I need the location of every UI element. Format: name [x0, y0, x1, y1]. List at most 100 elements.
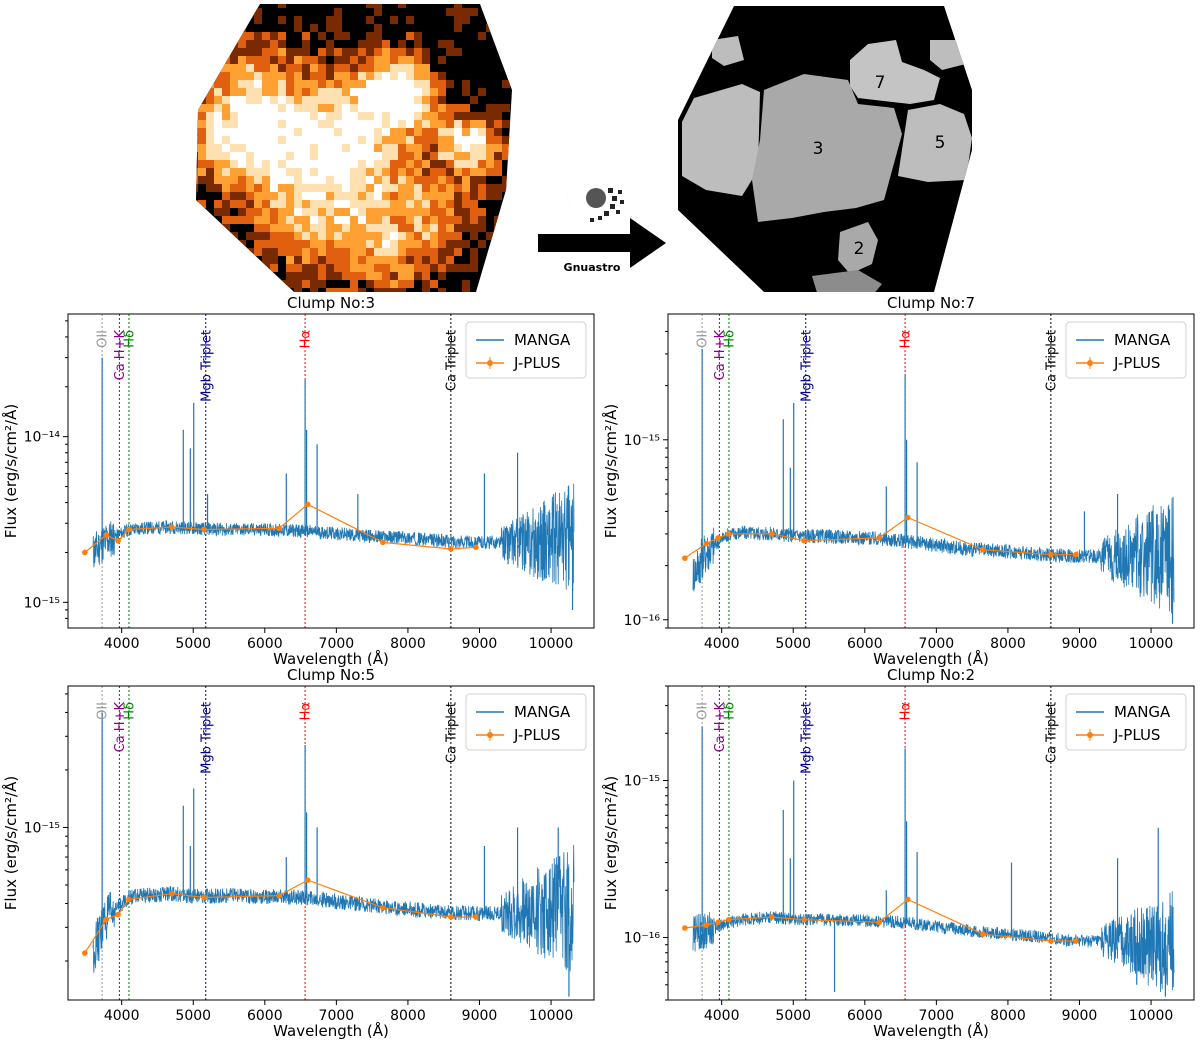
- jplus-point: [115, 911, 121, 918]
- axes-frame: [67, 685, 595, 1001]
- x-tick-label: 4000: [704, 1008, 740, 1024]
- ref-line-label: Mgb Triplet: [799, 330, 814, 402]
- legend-label-manga: MANGA: [1114, 703, 1171, 721]
- x-tick-label: 4000: [104, 636, 140, 652]
- x-tick-label: 8000: [390, 636, 426, 652]
- legend: MANGA J-PLUS: [465, 693, 587, 751]
- jplus-point: [168, 890, 175, 897]
- jplus-point: [103, 532, 110, 538]
- x-axis-label: Wavelength (Å): [873, 1021, 989, 1040]
- x-tick-label: 10000: [529, 636, 574, 652]
- y-tick-label: 10⁻¹⁶: [624, 613, 661, 629]
- jplus-point: [768, 914, 775, 920]
- jplus-point: [304, 501, 311, 508]
- ref-line-label: Hδ: [122, 702, 137, 720]
- jplus-point: [115, 538, 121, 544]
- x-tick-label: 7000: [319, 636, 355, 652]
- jplus-point: [1048, 551, 1054, 558]
- ref-line-label: Mgb Triplet: [799, 702, 814, 774]
- legend-label-jplus: J-PLUS: [513, 726, 560, 744]
- manga-spectrum: [92, 844, 575, 973]
- arrow-shape: [538, 218, 666, 268]
- ref-line-label: Hα: [899, 702, 914, 720]
- region-label-7: 7: [875, 73, 886, 93]
- jplus-point: [801, 537, 807, 544]
- legend: MANGA J-PLUS: [1065, 321, 1187, 379]
- jplus-point: [126, 526, 132, 533]
- ref-line-label: Mgb Triplet: [199, 702, 214, 774]
- region-5: [898, 104, 972, 182]
- jplus-point: [473, 914, 479, 920]
- legend-label-manga: MANGA: [514, 331, 571, 349]
- spectrum-panel-clump-2: Clump No:2 OII Ca H+KHδ Mgb Triplet Hα Ca Tri…: [601, 668, 1195, 1040]
- chart-title: Clump No:7: [887, 296, 975, 312]
- spectrum-panel-clump-5: Clump No:5 OII Ca H+KHδ Mgb Triplet Hα Ca Tri…: [1, 668, 595, 1040]
- jplus-point: [473, 544, 479, 551]
- x-tick-label: 10000: [529, 1008, 574, 1024]
- ref-line-label: Ca Triplet: [1044, 330, 1059, 391]
- jplus-point: [980, 546, 986, 553]
- region-2: [838, 222, 878, 274]
- chart-title: Clump No:2: [887, 668, 975, 684]
- x-tick-label: 8000: [390, 1008, 426, 1024]
- jplus-point: [82, 950, 88, 956]
- ref-line-label: Mgb Triplet: [199, 330, 214, 402]
- ref-line-label: Ca Triplet: [1044, 702, 1059, 763]
- jplus-point: [1048, 938, 1054, 944]
- x-tick-label: 5000: [175, 636, 211, 652]
- axes-frame: [667, 313, 1195, 629]
- chart-title: Clump No:3: [287, 296, 375, 312]
- jplus-point: [380, 539, 386, 546]
- y-axis-label: Flux (erg/s/cm²/Å): [601, 404, 620, 538]
- gnuastro-arrow: Gnuastro: [538, 176, 666, 274]
- jplus-point: [904, 514, 911, 521]
- jplus-point: [703, 922, 710, 928]
- jplus-point: [1073, 938, 1079, 944]
- ref-line-label: OII: [96, 702, 111, 720]
- legend-label-manga: MANGA: [1114, 331, 1171, 349]
- axes-frame: [67, 313, 595, 629]
- y-tick-label: 10⁻¹⁶: [624, 931, 661, 947]
- jplus-point: [682, 555, 688, 561]
- jplus-point: [126, 896, 132, 903]
- x-tick-label: 8000: [990, 636, 1026, 652]
- x-tick-label: 6000: [847, 1008, 883, 1024]
- x-tick-label: 9000: [462, 636, 498, 652]
- ref-line-label: Hα: [299, 330, 314, 348]
- jplus-point: [168, 524, 175, 530]
- jplus-point: [876, 919, 882, 926]
- x-tick-label: 9000: [462, 1008, 498, 1024]
- jplus-point: [682, 925, 688, 931]
- region-left: [682, 84, 760, 196]
- jplus-point: [715, 535, 721, 541]
- spectrum-panel-clump-7: Clump No:7 OII Ca H+KHδ Mgb Triplet Hα Ca Tri…: [601, 296, 1195, 668]
- region-top-right-small: [930, 40, 966, 70]
- manga-spectrum: [692, 496, 1175, 614]
- jplus-point: [103, 916, 110, 923]
- ref-line-label: Hα: [299, 702, 314, 720]
- region-7: [850, 40, 940, 104]
- ref-line-label: Hδ: [722, 330, 737, 348]
- x-tick-label: 7000: [919, 636, 955, 652]
- region-3: [752, 74, 902, 222]
- spectrum-panel-clump-3: Clump No:3 OII Ca H+KHδ Mgb Triplet Hα Ca Tri…: [1, 296, 595, 668]
- jplus-point: [726, 916, 732, 923]
- y-tick-label: 10⁻¹⁴: [24, 430, 61, 446]
- legend-label-manga: MANGA: [514, 703, 571, 721]
- jplus-point: [304, 877, 311, 883]
- y-tick-label: 10⁻¹⁵: [24, 595, 60, 611]
- jplus-point: [715, 919, 721, 926]
- segmentation-map: 7 3 5 2: [678, 6, 972, 292]
- jplus-point: [276, 892, 282, 899]
- x-axis-label: Wavelength (Å): [273, 1021, 389, 1040]
- ref-line-label: Ca H+K: [713, 702, 728, 753]
- ref-line-label: Ca Triplet: [444, 702, 459, 763]
- x-tick-label: 9000: [1062, 1008, 1098, 1024]
- ref-line-label: Ca H+K: [113, 330, 128, 381]
- jplus-point: [201, 526, 207, 533]
- ref-line-label: Ca H+K: [713, 330, 728, 381]
- jplus-point: [448, 546, 454, 552]
- x-axis-label: Wavelength (Å): [273, 649, 389, 668]
- region-label-3: 3: [813, 139, 824, 159]
- ref-line-label: Ca Triplet: [444, 330, 459, 391]
